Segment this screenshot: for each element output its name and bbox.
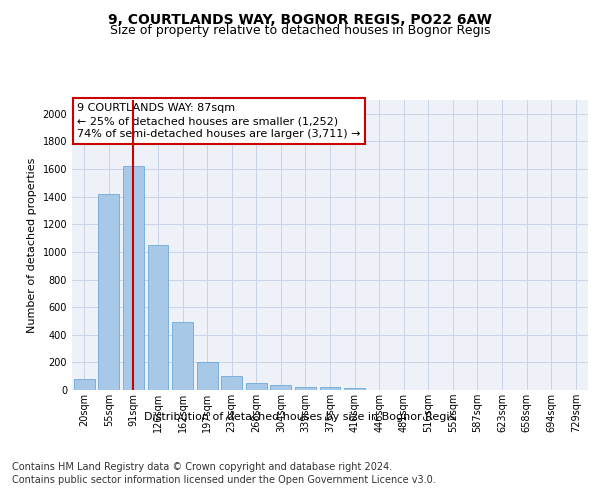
Bar: [295, 386, 316, 390]
Text: Contains HM Land Registry data © Crown copyright and database right 2024.: Contains HM Land Registry data © Crown c…: [12, 462, 392, 472]
Y-axis label: Number of detached properties: Number of detached properties: [27, 158, 37, 332]
Bar: [221, 376, 242, 390]
Text: 9, COURTLANDS WAY, BOGNOR REGIS, PO22 6AW: 9, COURTLANDS WAY, BOGNOR REGIS, PO22 6A…: [108, 12, 492, 26]
Text: Distribution of detached houses by size in Bognor Regis: Distribution of detached houses by size …: [145, 412, 455, 422]
Text: Contains public sector information licensed under the Open Government Licence v3: Contains public sector information licen…: [12, 475, 436, 485]
Bar: [320, 387, 340, 390]
Bar: [197, 362, 218, 390]
Bar: [98, 194, 119, 390]
Bar: [172, 322, 193, 390]
Text: Size of property relative to detached houses in Bognor Regis: Size of property relative to detached ho…: [110, 24, 490, 37]
Bar: [246, 383, 267, 390]
Bar: [123, 166, 144, 390]
Bar: [271, 385, 292, 390]
Text: 9 COURTLANDS WAY: 87sqm
← 25% of detached houses are smaller (1,252)
74% of semi: 9 COURTLANDS WAY: 87sqm ← 25% of detache…: [77, 103, 361, 140]
Bar: [74, 379, 95, 390]
Bar: [148, 245, 169, 390]
Bar: [344, 388, 365, 390]
